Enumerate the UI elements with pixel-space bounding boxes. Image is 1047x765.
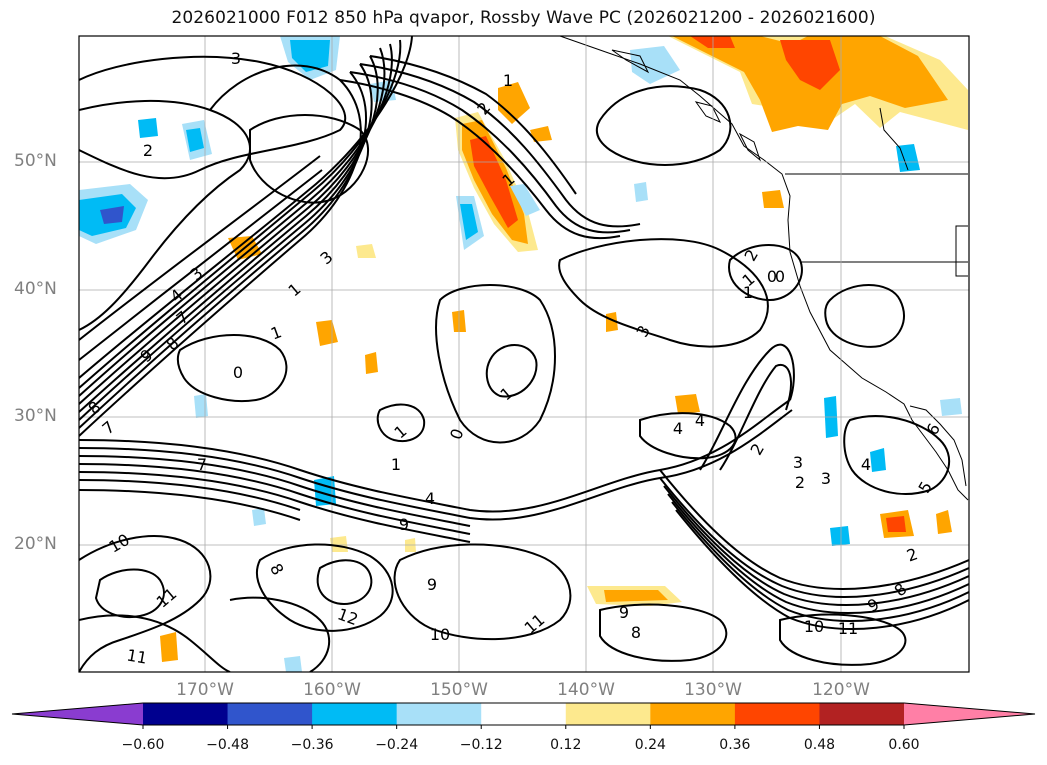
map-frame xyxy=(78,35,970,673)
contour-label: 2 xyxy=(143,141,153,160)
colorbar-tick-label: 0.12 xyxy=(550,737,582,753)
contour-label: 0 xyxy=(233,363,243,382)
contour-label: 0 xyxy=(767,267,777,286)
lat-label-50n: 50°N xyxy=(14,151,57,171)
contour-label: 3 xyxy=(821,469,831,488)
colorbar-segment xyxy=(734,703,820,725)
contour-label: 4 xyxy=(673,419,683,438)
contour-label: 0 xyxy=(775,267,785,286)
colorbar-tick-label: 0.48 xyxy=(803,737,836,753)
contour-lines xyxy=(79,36,969,672)
colorbar-segments xyxy=(12,703,1035,725)
lat-label-30n: 30°N xyxy=(14,406,57,426)
colorbar-extend-high xyxy=(904,703,1035,725)
map-title: 2026021000 F012 850 hPa qvapor, Rossby W… xyxy=(171,8,876,28)
contour-label: 1 xyxy=(391,455,401,474)
colorbar-segment xyxy=(143,703,229,725)
coastlines xyxy=(559,36,969,501)
contour-label: 3 xyxy=(793,453,803,472)
contour-label: 8 xyxy=(631,623,641,642)
contour-label: 1 xyxy=(503,71,513,90)
colorbar-tick-label: 0.24 xyxy=(634,737,666,753)
colorbar-tick-label: 0.60 xyxy=(888,737,920,753)
colorbar-segment xyxy=(396,703,482,725)
lat-label-20n: 20°N xyxy=(14,534,57,554)
contour-label: 10 xyxy=(804,617,824,636)
colorbar-segment xyxy=(312,703,398,725)
contour-label: 9 xyxy=(399,515,409,534)
colorbar-tick-label: −0.12 xyxy=(459,737,503,753)
anomaly-shading xyxy=(79,36,968,672)
colorbar-tick-label: −0.24 xyxy=(375,737,419,753)
contour-label: 9 xyxy=(619,603,629,622)
lon-label-130w: 130°W xyxy=(684,680,742,700)
contour-label: 2 xyxy=(795,473,805,492)
colorbar-segment xyxy=(481,703,567,725)
contour-label: 4 xyxy=(425,489,435,508)
contour-label: 9 xyxy=(427,575,437,594)
colorbar-segment xyxy=(819,703,905,725)
lon-label-160w: 160°W xyxy=(303,680,361,700)
lon-label-120w: 120°W xyxy=(812,680,870,700)
colorbar-extend-low xyxy=(12,703,143,725)
lon-label-140w: 140°W xyxy=(557,680,615,700)
colorbar-tick-label: −0.36 xyxy=(290,737,334,753)
colorbar-tick-label: −0.60 xyxy=(121,737,165,753)
colorbar-segment xyxy=(227,703,313,725)
lon-label-170w: 170°W xyxy=(176,680,234,700)
colorbar-ticks xyxy=(142,725,905,729)
colorbar-tick-label: −0.48 xyxy=(206,737,249,753)
contour-label: 11 xyxy=(125,645,148,667)
colorbar-segment xyxy=(565,703,651,725)
colorbar-tick-label: 0.36 xyxy=(719,737,751,753)
contour-label: 1 xyxy=(743,283,753,302)
contour-label: 4 xyxy=(695,411,705,430)
contour-label: 4 xyxy=(861,455,871,474)
contour-label: 3 xyxy=(231,49,241,68)
contour-label: 7 xyxy=(197,455,207,474)
lon-label-150w: 150°W xyxy=(430,680,488,700)
lat-label-40n: 40°N xyxy=(14,279,57,299)
colorbar-segment xyxy=(650,703,736,725)
contour-label: 10 xyxy=(430,625,450,644)
map-background xyxy=(79,36,969,672)
contour-label: 11 xyxy=(838,619,858,638)
